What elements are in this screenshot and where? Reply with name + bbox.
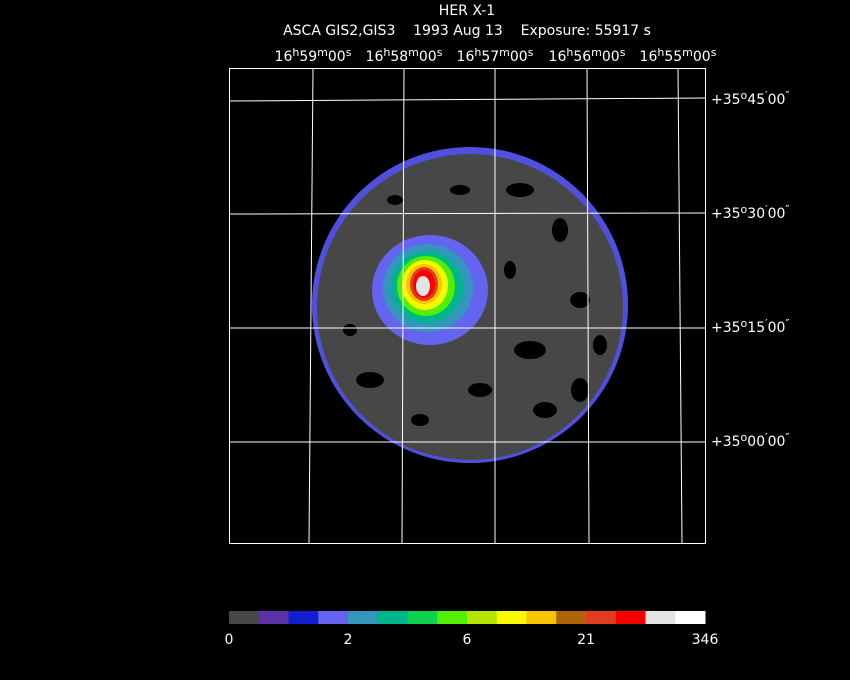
unit-superscript: h: [657, 46, 664, 59]
label-part: 00: [419, 49, 437, 65]
colorbar-label: 21: [577, 632, 595, 648]
unit-superscript: s: [346, 46, 352, 59]
colorbar-swatch: [467, 611, 498, 624]
label-part: 16: [549, 49, 567, 65]
label-part: 55: [664, 49, 682, 65]
colorbar-swatch: [437, 611, 468, 624]
coordinate-grid: [228, 67, 706, 544]
low-count-patches: [343, 183, 607, 426]
label-part: 59: [299, 49, 317, 65]
image: [312, 147, 628, 463]
unit-superscript: s: [437, 46, 443, 59]
unit-superscript: ″: [785, 203, 789, 216]
unit-superscript: m: [408, 46, 419, 59]
label-part: 16: [366, 49, 384, 65]
colorbar-swatch: [288, 611, 319, 624]
ra-label: 16h57m00s: [457, 46, 534, 65]
colorbar-swatch: [229, 611, 260, 624]
colorbar-swatch: [586, 611, 617, 624]
unit-superscript: o: [741, 317, 748, 330]
dec-label: +35o30′00″: [711, 203, 790, 222]
colorbar-swatch: [615, 611, 646, 624]
label-part: 45: [747, 92, 765, 108]
label-part: 57: [481, 49, 499, 65]
unit-superscript: ′: [765, 431, 768, 444]
label-part: +35: [711, 320, 741, 336]
label-part: +35: [711, 92, 741, 108]
colorbar-swatch: [377, 611, 408, 624]
unit-superscript: m: [591, 46, 602, 59]
label-part: +35: [711, 206, 741, 222]
colorbar-swatch: [258, 611, 289, 624]
unit-superscript: s: [528, 46, 534, 59]
ra-label: 16h58m00s: [366, 46, 443, 65]
unit-superscript: s: [620, 46, 626, 59]
unit-superscript: ′: [765, 317, 768, 330]
colorbar-swatch: [348, 611, 379, 624]
dec-label: +35o00′00″: [711, 431, 790, 450]
colorbar-swatch: [526, 611, 557, 624]
label-part: 00: [510, 49, 528, 65]
colorbar-swatch: [407, 611, 438, 624]
label-part: 00: [768, 320, 786, 336]
unit-superscript: o: [741, 431, 748, 444]
colorbar-swatch: [645, 611, 676, 624]
unit-superscript: ′: [765, 89, 768, 102]
unit-superscript: s: [711, 46, 717, 59]
label-part: 15: [747, 320, 765, 336]
unit-superscript: ″: [785, 317, 789, 330]
colorbar-label: 2: [344, 632, 353, 648]
unit-superscript: o: [741, 89, 748, 102]
dec-axis-labels: +35o45′00″+35o30′00″+35o15′00″+35o00′00″: [711, 89, 790, 450]
unit-superscript: o: [741, 203, 748, 216]
unit-superscript: m: [682, 46, 693, 59]
colorbar-swatch: [556, 611, 587, 624]
unit-superscript: m: [317, 46, 328, 59]
dec-label: +35o15′00″: [711, 317, 790, 336]
colorbar: 0 2 6 21 346: [225, 611, 719, 648]
colorbar-swatch: [675, 611, 706, 624]
label-part: 16: [640, 49, 658, 65]
colorbar-swatch: [496, 611, 527, 624]
colorbar-label: 346: [692, 632, 719, 648]
label-part: 00: [602, 49, 620, 65]
subtitle: ASCA GIS2,GIS3 1993 Aug 13 Exposure: 559…: [283, 23, 651, 39]
unit-superscript: h: [292, 46, 299, 59]
label-part: 00: [768, 434, 786, 450]
unit-superscript: h: [566, 46, 573, 59]
unit-superscript: h: [474, 46, 481, 59]
label-part: 16: [275, 49, 293, 65]
colorbar-label: 0: [225, 632, 234, 648]
ra-axis-labels: 16h59m00s 16h58m00s 16h57m00s 16h56m00s 16h5…: [275, 46, 717, 65]
label-part: 00: [768, 92, 786, 108]
dec-label: +35o45′00″: [711, 89, 790, 108]
ra-label: 16h56m00s: [549, 46, 626, 65]
label-part: 58: [390, 49, 408, 65]
ra-label: 16h59m00s: [275, 46, 352, 65]
colorbar-swatch: [318, 611, 349, 624]
title: HER X-1: [439, 3, 495, 19]
label-part: 56: [573, 49, 591, 65]
label-part: 00: [693, 49, 711, 65]
unit-superscript: ″: [785, 431, 789, 444]
label-part: 30: [747, 206, 765, 222]
label-part: 00: [747, 434, 765, 450]
unit-superscript: m: [499, 46, 510, 59]
unit-superscript: ′: [765, 203, 768, 216]
label-part: 00: [768, 206, 786, 222]
unit-superscript: ″: [785, 89, 789, 102]
label-part: 16: [457, 49, 475, 65]
unit-superscript: h: [383, 46, 390, 59]
colorbar-label: 6: [463, 632, 472, 648]
label-part: 00: [328, 49, 346, 65]
label-part: +35: [711, 434, 741, 450]
ra-label: 16h55m00s: [640, 46, 717, 65]
